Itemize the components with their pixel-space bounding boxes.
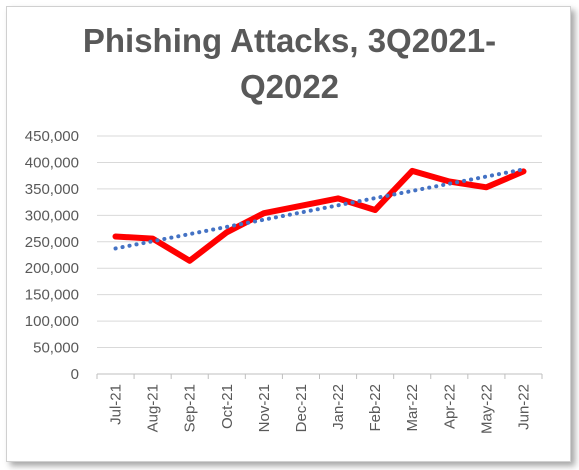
trendline xyxy=(113,167,526,251)
y-tick-label: 300,000 xyxy=(25,207,79,224)
x-tick-label: May-22 xyxy=(478,384,495,434)
x-tick-label: Sep-21 xyxy=(182,384,199,432)
x-tick-label: Aug-21 xyxy=(145,384,162,432)
y-tick-label: 150,000 xyxy=(25,287,79,304)
x-tick-label: Jul-21 xyxy=(108,384,125,425)
y-tick-label: 350,000 xyxy=(25,181,79,198)
x-tick-label: Apr-22 xyxy=(441,384,458,429)
y-tick-label: 200,000 xyxy=(25,260,79,277)
series-line xyxy=(112,167,527,264)
chart-title-line-1: Phishing Attacks, 3Q2021- xyxy=(82,22,497,59)
y-tick-label: 250,000 xyxy=(25,234,79,251)
chart-title: Phishing Attacks, 3Q2021- Q2022 xyxy=(0,18,579,110)
x-tick-label: Feb-22 xyxy=(367,384,384,432)
x-tick-label: Dec-21 xyxy=(293,384,310,432)
chart-frame xyxy=(6,6,571,462)
x-tick-label: Jan-22 xyxy=(330,384,347,430)
y-tick-label: 450,000 xyxy=(25,128,79,145)
chart-title-line-2: Q2022 xyxy=(239,68,340,105)
x-tick-label: Jun-22 xyxy=(515,384,532,430)
y-tick-label: 50,000 xyxy=(33,340,79,357)
x-tick-label: Oct-21 xyxy=(219,384,236,429)
y-tick-label: 100,000 xyxy=(25,313,79,330)
y-tick-label: 0 xyxy=(71,366,79,383)
x-tick-label: Mar-22 xyxy=(404,384,421,432)
x-tick-label: Nov-21 xyxy=(256,384,273,432)
y-tick-label: 400,000 xyxy=(25,154,79,171)
